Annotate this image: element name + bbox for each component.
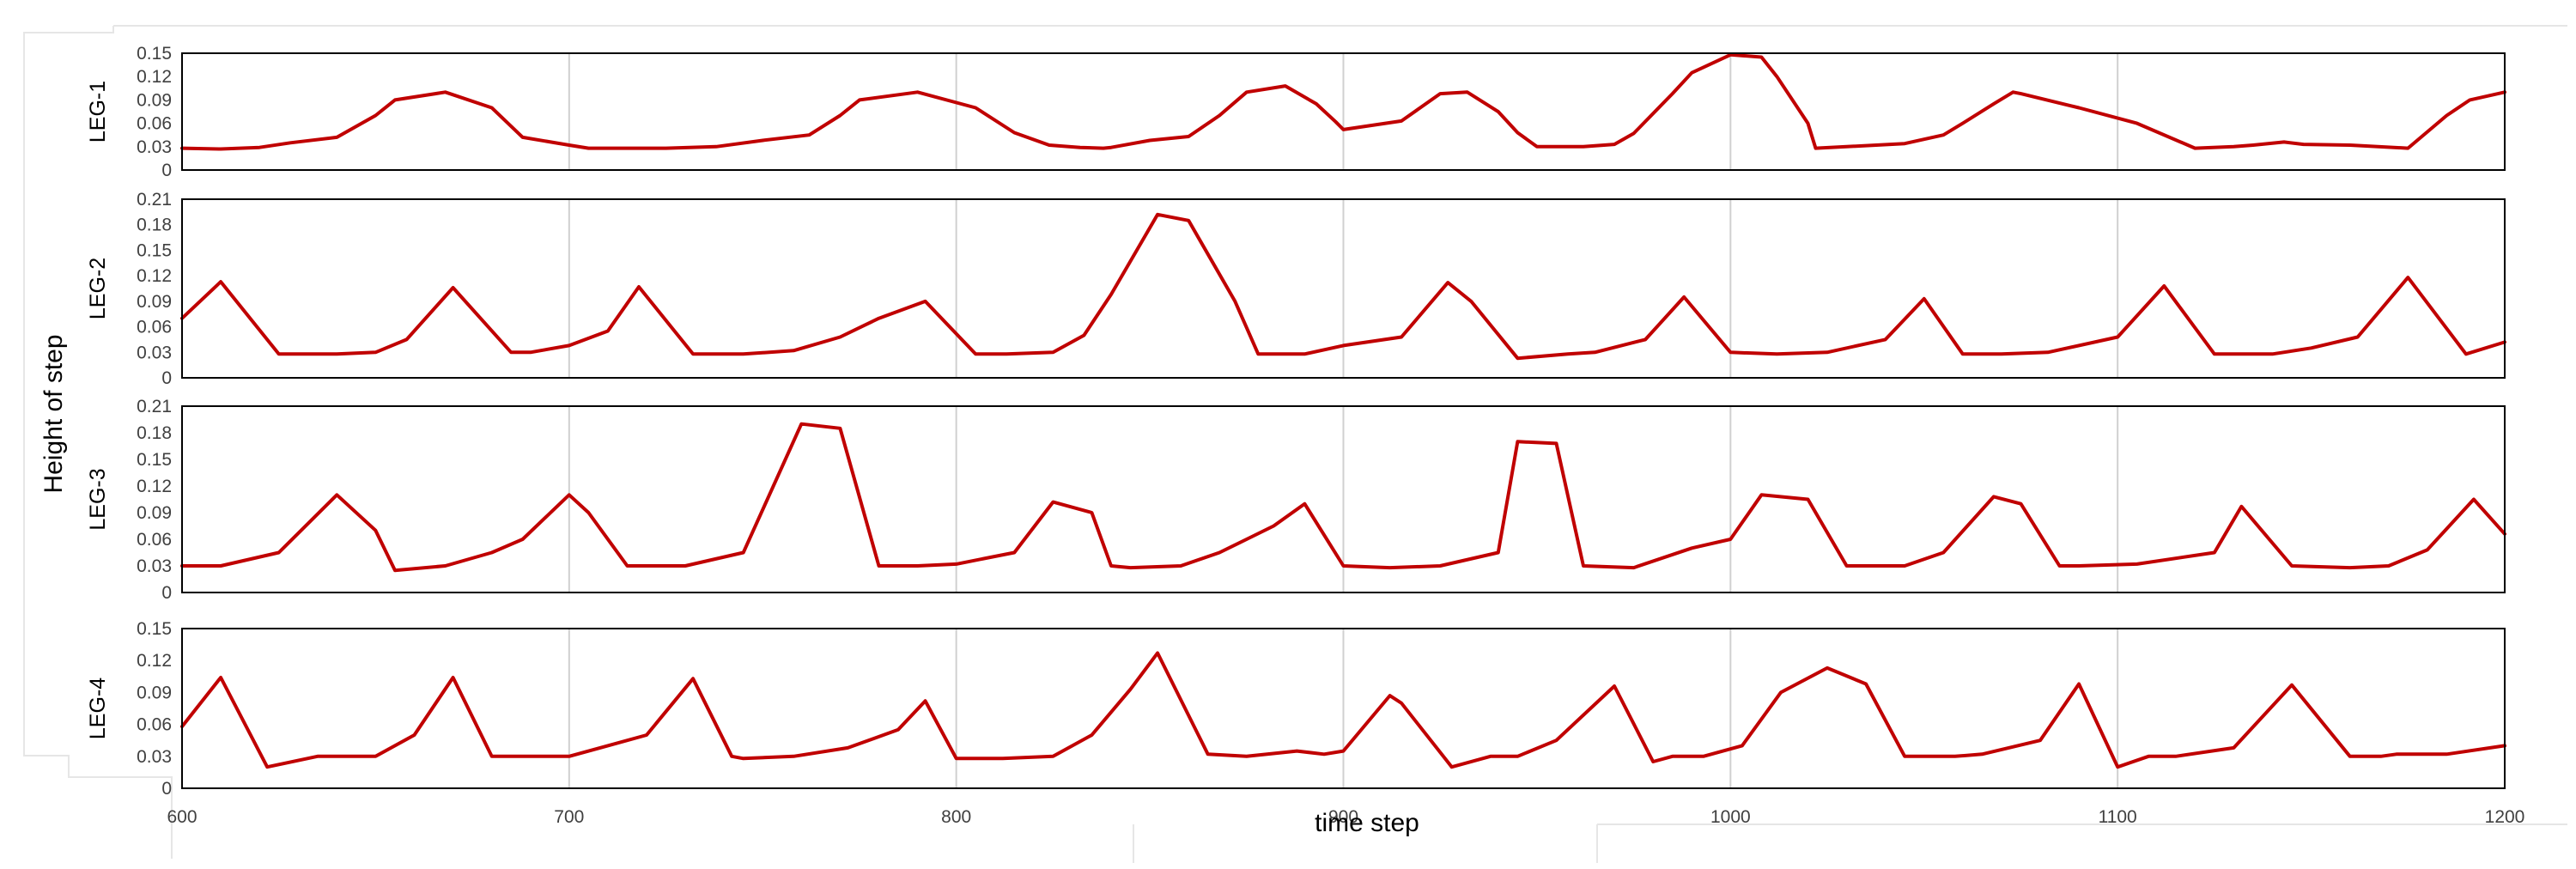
y-tick-label: 0.15	[137, 619, 172, 639]
series-line-leg-2	[180, 212, 2506, 361]
y-tick-label: 0.18	[137, 216, 172, 235]
y-tick-label: 0.09	[137, 292, 172, 312]
y-tick-label: 0.03	[137, 556, 172, 576]
y-tick-label: 0	[161, 779, 172, 799]
y-tick-label: 0.09	[137, 90, 172, 110]
y-tick-label: 0	[161, 368, 172, 388]
plot-frame	[181, 405, 2506, 593]
series-line-leg-1	[180, 52, 2506, 151]
panel-leg-2: 0 0.03 0.06 0.09 0.12 0.15 0.18 0.21 LEG-2	[86, 190, 2506, 388]
page-edge-decoration	[23, 25, 2567, 863]
y-tick-label: 0.15	[137, 240, 172, 260]
y-tick-label: 0.09	[137, 683, 172, 702]
y-axis-title: Height of step	[39, 334, 68, 493]
plot-frame	[181, 52, 2506, 171]
x-tick-label: 900	[1328, 807, 1358, 827]
series-line-leg-3	[180, 422, 2506, 573]
y-tick-label: 0.18	[137, 423, 172, 443]
y-tick-label: 0.12	[137, 651, 172, 671]
panels: 00.030.060.090.120.15LEG-100.030.060.090…	[86, 44, 2506, 799]
y-tick-label: 0.12	[137, 266, 172, 286]
y-tick-label: 0.06	[137, 114, 172, 134]
y-tick-label: 0.06	[137, 318, 172, 337]
panel-label: LEG-2	[86, 258, 110, 319]
series-line-leg-4	[180, 651, 2506, 769]
y-tick-label: 0.03	[137, 747, 172, 767]
y-tick-label: 0.12	[137, 477, 172, 496]
y-tick-label: 0.21	[137, 397, 172, 416]
x-tick-label: 700	[554, 807, 584, 827]
panel-leg-4: 0 0.03 0.06 0.09 0.12 0.15 LEG-4	[86, 619, 2506, 799]
x-tick-label: 800	[941, 807, 971, 827]
panel-leg-3: 0 0.03 0.06 0.09 0.12 0.15 0.18 0.21 LEG-3	[86, 397, 2506, 603]
y-tick-label: 0.15	[137, 450, 172, 470]
y-tick-label: 0.03	[137, 343, 172, 362]
y-tick-label: 0.12	[137, 67, 172, 87]
plot-frame	[181, 628, 2506, 789]
x-tick-label: 1200	[2485, 807, 2525, 827]
y-tick-label: 0.15	[137, 44, 172, 64]
x-axis: 600 700 800 900 1000 1100 1200	[167, 807, 2524, 827]
x-axis-title: time step	[1315, 809, 1419, 837]
y-tick-label: 0.21	[137, 190, 172, 210]
panel-label: LEG-4	[86, 678, 110, 739]
x-tick-label: 1100	[2099, 807, 2137, 827]
x-tick-label: 1000	[1710, 807, 1751, 827]
y-tick-label: 0.06	[137, 715, 172, 735]
panel-label: LEG-1	[86, 81, 110, 143]
y-tick-label: 0	[161, 161, 172, 180]
plot-frame	[181, 198, 2506, 379]
y-tick-label: 0.09	[137, 503, 172, 523]
y-tick-label: 0.06	[137, 530, 172, 550]
panel-leg-1: 0 0.03 0.06 0.09 0.12 0.15 LEG-1	[86, 44, 2506, 180]
x-tick-label: 600	[167, 807, 197, 827]
y-tick-label: 0	[161, 583, 172, 603]
panel-label: LEG-3	[86, 468, 110, 530]
y-tick-label: 0.03	[137, 137, 172, 157]
